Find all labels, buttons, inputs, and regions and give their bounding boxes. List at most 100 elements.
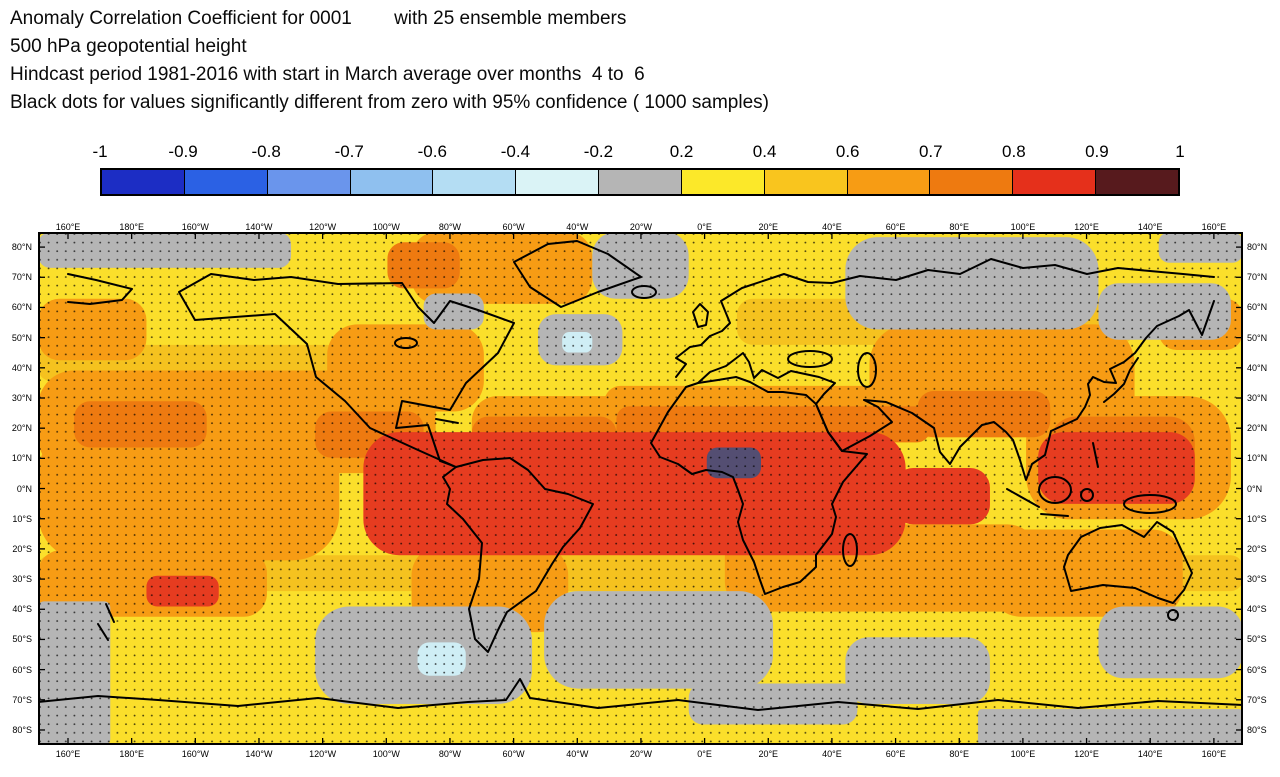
lon-label: 60°E	[885, 222, 906, 232]
colorbar-label: 0.6	[835, 142, 860, 161]
coast-south-america	[442, 457, 594, 653]
lon-label: 40°W	[566, 749, 589, 759]
coast-mediterranean	[697, 352, 836, 405]
lat-label: 20°S	[1247, 543, 1267, 554]
colorbar-segment	[847, 170, 931, 194]
colorbar-segment	[681, 170, 765, 194]
lon-label: 40°E	[822, 749, 842, 759]
lon-label: 140°W	[245, 749, 273, 759]
colorbar-segment	[350, 170, 434, 194]
lon-label: 120°E	[1074, 749, 1099, 759]
lat-label: 80°N	[1247, 242, 1268, 253]
lat-label: 50°S	[1247, 634, 1267, 645]
lat-label: 10°S	[1247, 513, 1267, 524]
lon-label: 140°E	[1137, 222, 1163, 232]
lat-label: 10°N	[1247, 453, 1268, 464]
colorbar-label: -0.6	[417, 142, 447, 161]
coast-antarctica	[38, 678, 1243, 711]
colorbar-label: -0.4	[500, 142, 531, 161]
coast-borneo	[1038, 476, 1072, 504]
colorbar-label: -1	[92, 142, 108, 161]
lon-label: 140°W	[245, 222, 273, 232]
colorbar-segment	[764, 170, 848, 194]
lat-label: 0°N	[16, 483, 32, 494]
lat-label: 80°N	[11, 242, 32, 253]
lat-label: 60°S	[12, 664, 32, 675]
colorbar-segment	[1096, 170, 1178, 194]
coast-australia	[1063, 521, 1193, 604]
lon-label: 60°W	[502, 749, 525, 759]
lon-label: 140°E	[1137, 749, 1163, 759]
coast-asia-south	[815, 300, 1215, 481]
coast-british-isles	[692, 303, 709, 328]
colorbar-label: -0.9	[168, 142, 198, 161]
lon-label: 120°W	[309, 222, 337, 232]
lat-label: 70°N	[1247, 272, 1268, 283]
title-line-1: Anomaly Correlation Coefficient for 0001…	[10, 8, 627, 29]
colorbar-label: 0.8	[1002, 142, 1026, 161]
coast-java	[1040, 513, 1069, 517]
title-line-2: 500 hPa geopotential height	[10, 36, 247, 57]
lon-label: 180°E	[119, 222, 144, 232]
colorbar-segment	[516, 170, 600, 194]
plot-titles: Anomaly Correlation Coefficient for 0001…	[10, 5, 769, 117]
coast-chukotka	[67, 273, 133, 305]
lat-label: 40°S	[1247, 604, 1267, 615]
lon-label: 20°W	[629, 222, 652, 232]
lon-label: 0°E	[697, 222, 712, 232]
lon-label: 160°E	[1201, 749, 1227, 759]
lat-label: 60°N	[11, 302, 32, 313]
coast-great-lakes	[394, 337, 418, 349]
lat-label: 70°N	[11, 272, 32, 283]
lat-label: 60°S	[1247, 664, 1267, 675]
lat-label: 20°S	[12, 543, 32, 554]
lat-label: 80°S	[12, 724, 32, 735]
coastlines	[38, 240, 1243, 711]
colorbar-labels: -1 -0.9 -0.8 -0.7 -0.6 -0.4 -0.2 0.2 0.4 0.6 0.7 0.…	[92, 142, 1184, 168]
lon-label: 100°E	[1010, 749, 1036, 759]
lon-label: 160°E	[55, 222, 81, 232]
colorbar-segment	[433, 170, 517, 194]
lon-label: 180°E	[119, 749, 144, 759]
colorbar-label: -0.8	[251, 142, 281, 161]
coast-madagascar	[842, 533, 858, 567]
coast-eurasia-north	[675, 258, 1215, 378]
coast-new-guinea	[1123, 494, 1177, 514]
colorbar-label: 0.2	[669, 142, 694, 161]
lat-label: 10°S	[12, 513, 32, 524]
lon-label: 0°E	[697, 749, 712, 759]
coast-north-america	[178, 273, 515, 468]
lon-label: 20°E	[758, 749, 779, 759]
lat-label: 30°N	[1247, 393, 1268, 403]
colorbar-label: 0.7	[918, 142, 943, 161]
colorbar-segment	[102, 170, 185, 194]
lat-label: 50°S	[12, 634, 32, 645]
coast-sumatra	[1006, 488, 1040, 508]
title-line-3: Hindcast period 1981-2016 with start in …	[10, 64, 645, 85]
lat-label: 20°N	[11, 423, 32, 434]
lon-label: 40°W	[566, 222, 589, 232]
lat-label: 40°N	[11, 362, 32, 373]
map-plot	[38, 232, 1243, 745]
lat-label: 10°N	[11, 453, 32, 464]
lat-label: 70°S	[12, 694, 32, 705]
lon-label: 80°E	[949, 222, 970, 232]
lat-label: 40°S	[12, 604, 32, 615]
lon-label: 60°W	[502, 222, 525, 232]
lon-label: 20°W	[629, 749, 652, 759]
coast-iceland	[631, 285, 657, 299]
coast-greenland	[513, 240, 642, 308]
lat-label: 20°N	[1247, 423, 1268, 434]
lat-label: 30°S	[12, 574, 32, 585]
colorbar: -1 -0.9 -0.8 -0.7 -0.6 -0.4 -0.2 0.2 0.4 0.6 0.7 0.…	[92, 142, 1185, 196]
colorbar-label: -0.7	[334, 142, 364, 161]
coast-cuba	[435, 418, 459, 424]
coast-black-sea	[787, 350, 833, 368]
map-frame	[38, 232, 1243, 745]
significance-stippling	[38, 232, 1243, 745]
lat-label: 30°S	[1247, 574, 1267, 585]
colorbar-label: 0.9	[1085, 142, 1109, 161]
lon-label: 40°E	[822, 222, 842, 232]
lon-label: 160°E	[1201, 222, 1227, 232]
coast-caspian-sea	[857, 352, 877, 388]
